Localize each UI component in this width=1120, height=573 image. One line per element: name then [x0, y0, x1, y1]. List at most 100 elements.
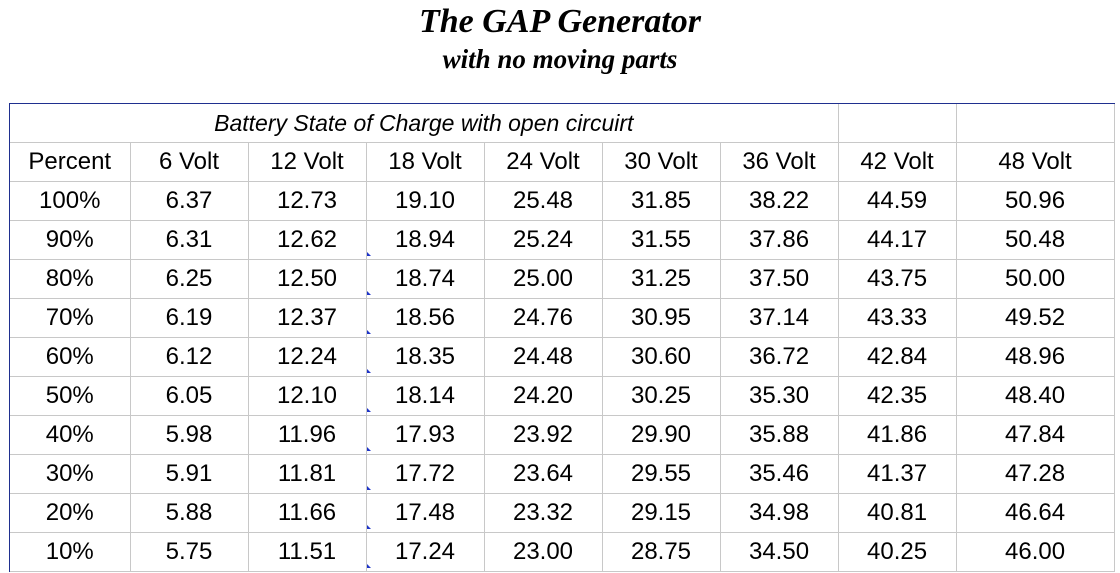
voltage-cell[interactable]: 50.48 — [956, 220, 1115, 260]
voltage-cell[interactable]: 6.25 — [130, 259, 249, 299]
voltage-cell[interactable]: 24.20 — [484, 376, 603, 416]
table-caption[interactable]: Battery State of Charge with open circui… — [10, 104, 839, 143]
percent-cell[interactable]: 20% — [10, 493, 131, 533]
percent-cell[interactable]: 30% — [10, 454, 131, 494]
table-cell[interactable] — [838, 104, 957, 143]
percent-cell[interactable]: 10% — [10, 532, 131, 572]
table-cell[interactable] — [956, 104, 1115, 143]
voltage-cell[interactable]: 37.14 — [720, 298, 839, 338]
percent-cell[interactable]: 70% — [10, 298, 131, 338]
voltage-cell[interactable]: 12.10 — [248, 376, 367, 416]
voltage-cell[interactable]: 29.90 — [602, 415, 721, 455]
voltage-cell[interactable]: 30.25 — [602, 376, 721, 416]
voltage-cell[interactable]: 12.24 — [248, 337, 367, 377]
voltage-cell[interactable]: 31.55 — [602, 220, 721, 260]
voltage-cell[interactable]: 31.25 — [602, 259, 721, 299]
column-header[interactable]: 18 Volt — [366, 142, 485, 182]
voltage-cell[interactable]: 25.48 — [484, 181, 603, 221]
voltage-cell[interactable]: 25.24 — [484, 220, 603, 260]
voltage-cell[interactable]: 18.35 — [366, 337, 485, 377]
voltage-cell[interactable]: 48.96 — [956, 337, 1115, 377]
voltage-cell[interactable]: 23.00 — [484, 532, 603, 572]
voltage-cell[interactable]: 23.92 — [484, 415, 603, 455]
voltage-cell[interactable]: 24.76 — [484, 298, 603, 338]
voltage-cell[interactable]: 40.25 — [838, 532, 957, 572]
voltage-cell[interactable]: 29.15 — [602, 493, 721, 533]
voltage-cell[interactable]: 12.62 — [248, 220, 367, 260]
voltage-cell[interactable]: 23.32 — [484, 493, 603, 533]
voltage-cell[interactable]: 28.75 — [602, 532, 721, 572]
voltage-cell[interactable]: 49.52 — [956, 298, 1115, 338]
voltage-cell[interactable]: 35.46 — [720, 454, 839, 494]
voltage-cell[interactable]: 44.59 — [838, 181, 957, 221]
percent-cell[interactable]: 80% — [10, 259, 131, 299]
percent-cell[interactable]: 50% — [10, 376, 131, 416]
voltage-cell[interactable]: 12.73 — [248, 181, 367, 221]
column-header[interactable]: 6 Volt — [130, 142, 249, 182]
voltage-cell[interactable]: 35.88 — [720, 415, 839, 455]
column-header[interactable]: 24 Volt — [484, 142, 603, 182]
voltage-cell[interactable]: 5.75 — [130, 532, 249, 572]
voltage-cell[interactable]: 46.00 — [956, 532, 1115, 572]
voltage-cell[interactable]: 37.50 — [720, 259, 839, 299]
column-header[interactable]: 30 Volt — [602, 142, 721, 182]
voltage-cell[interactable]: 17.48 — [366, 493, 485, 533]
voltage-cell[interactable]: 23.64 — [484, 454, 603, 494]
voltage-cell[interactable]: 34.98 — [720, 493, 839, 533]
percent-cell[interactable]: 60% — [10, 337, 131, 377]
voltage-cell[interactable]: 40.81 — [838, 493, 957, 533]
voltage-cell[interactable]: 18.94 — [366, 220, 485, 260]
voltage-cell[interactable]: 5.88 — [130, 493, 249, 533]
voltage-cell[interactable]: 46.64 — [956, 493, 1115, 533]
percent-cell[interactable]: 90% — [10, 220, 131, 260]
voltage-cell[interactable]: 12.50 — [248, 259, 367, 299]
voltage-cell[interactable]: 36.72 — [720, 337, 839, 377]
voltage-cell[interactable]: 30.95 — [602, 298, 721, 338]
voltage-cell[interactable]: 17.93 — [366, 415, 485, 455]
voltage-cell[interactable]: 50.96 — [956, 181, 1115, 221]
percent-cell[interactable]: 40% — [10, 415, 131, 455]
voltage-cell[interactable]: 41.37 — [838, 454, 957, 494]
column-header[interactable]: 12 Volt — [248, 142, 367, 182]
voltage-cell[interactable]: 30.60 — [602, 337, 721, 377]
voltage-cell[interactable]: 11.81 — [248, 454, 367, 494]
voltage-cell[interactable]: 37.86 — [720, 220, 839, 260]
voltage-cell[interactable]: 35.30 — [720, 376, 839, 416]
voltage-cell[interactable]: 44.17 — [838, 220, 957, 260]
voltage-cell[interactable]: 50.00 — [956, 259, 1115, 299]
voltage-cell[interactable]: 25.00 — [484, 259, 603, 299]
voltage-cell[interactable]: 43.75 — [838, 259, 957, 299]
voltage-cell[interactable]: 11.96 — [248, 415, 367, 455]
voltage-cell[interactable]: 11.66 — [248, 493, 367, 533]
voltage-cell[interactable]: 12.37 — [248, 298, 367, 338]
voltage-cell[interactable]: 24.48 — [484, 337, 603, 377]
voltage-cell[interactable]: 19.10 — [366, 181, 485, 221]
voltage-cell[interactable]: 6.37 — [130, 181, 249, 221]
voltage-cell[interactable]: 42.84 — [838, 337, 957, 377]
voltage-cell[interactable]: 42.35 — [838, 376, 957, 416]
voltage-cell[interactable]: 5.91 — [130, 454, 249, 494]
voltage-cell[interactable]: 47.28 — [956, 454, 1115, 494]
voltage-cell[interactable]: 17.24 — [366, 532, 485, 572]
voltage-cell[interactable]: 18.56 — [366, 298, 485, 338]
voltage-cell[interactable]: 18.74 — [366, 259, 485, 299]
voltage-cell[interactable]: 43.33 — [838, 298, 957, 338]
voltage-cell[interactable]: 17.72 — [366, 454, 485, 494]
column-header[interactable]: 48 Volt — [956, 142, 1115, 182]
voltage-cell[interactable]: 6.31 — [130, 220, 249, 260]
voltage-cell[interactable]: 47.84 — [956, 415, 1115, 455]
column-header[interactable]: 42 Volt — [838, 142, 957, 182]
voltage-cell[interactable]: 5.98 — [130, 415, 249, 455]
voltage-cell[interactable]: 41.86 — [838, 415, 957, 455]
voltage-cell[interactable]: 31.85 — [602, 181, 721, 221]
voltage-cell[interactable]: 29.55 — [602, 454, 721, 494]
voltage-cell[interactable]: 48.40 — [956, 376, 1115, 416]
voltage-cell[interactable]: 38.22 — [720, 181, 839, 221]
column-header[interactable]: 36 Volt — [720, 142, 839, 182]
voltage-cell[interactable]: 34.50 — [720, 532, 839, 572]
voltage-cell[interactable]: 6.12 — [130, 337, 249, 377]
column-header[interactable]: Percent — [10, 142, 131, 182]
voltage-cell[interactable]: 6.05 — [130, 376, 249, 416]
voltage-cell[interactable]: 11.51 — [248, 532, 367, 572]
voltage-cell[interactable]: 18.14 — [366, 376, 485, 416]
